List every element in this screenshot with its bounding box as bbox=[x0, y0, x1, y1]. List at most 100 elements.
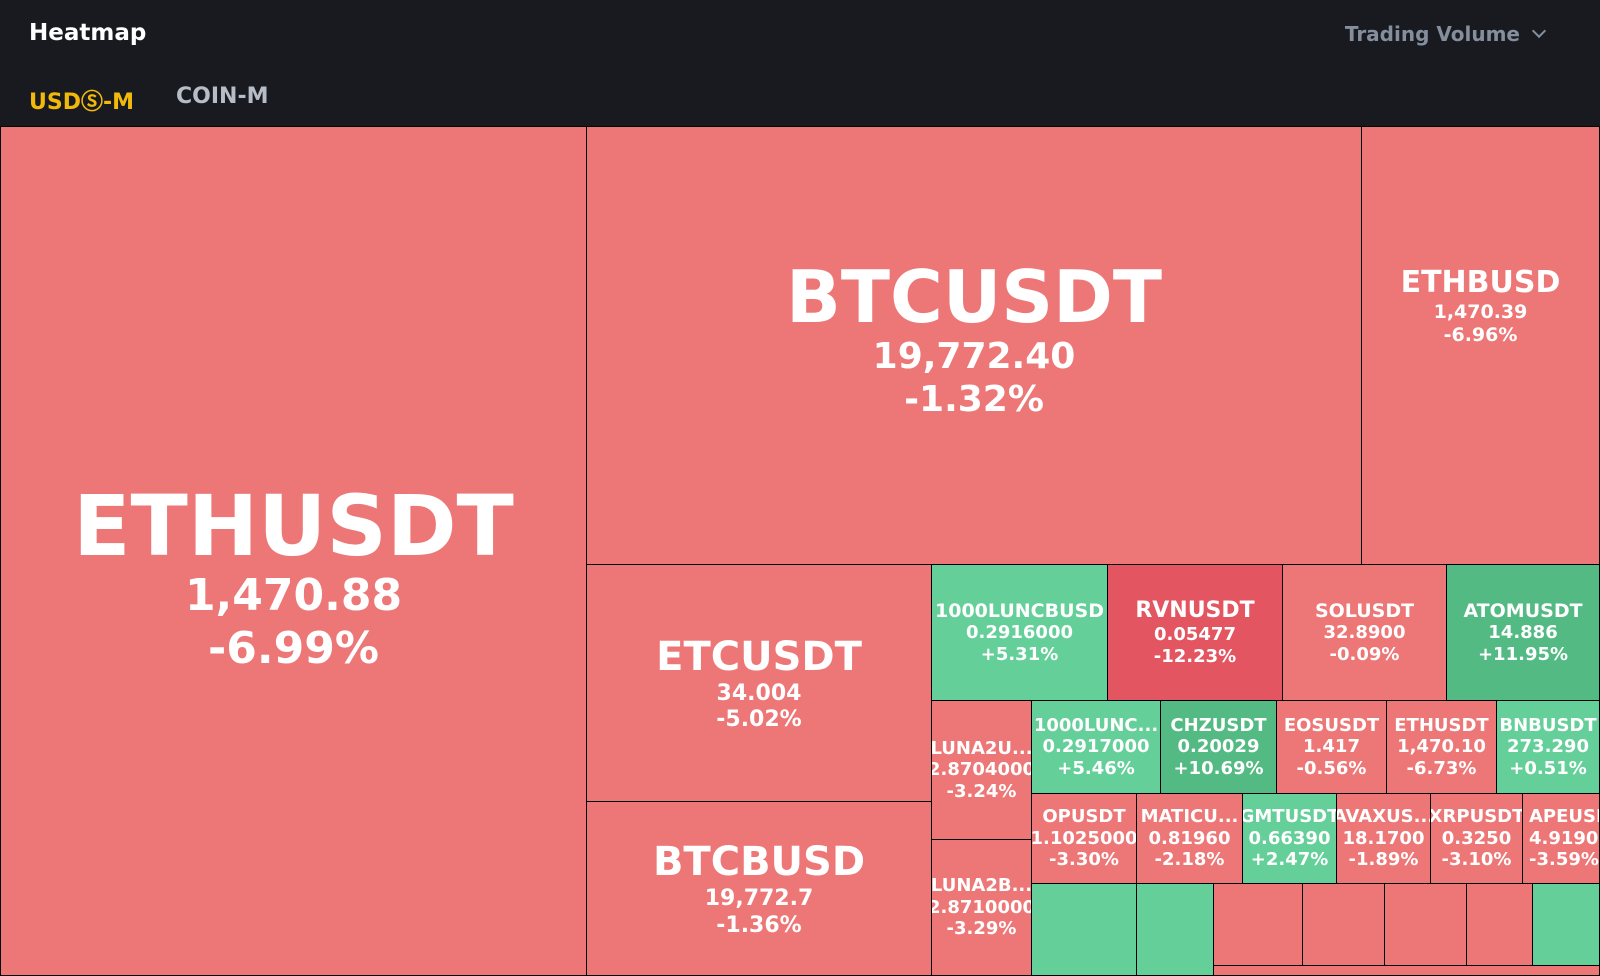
tile-price: 0.66390 bbox=[1248, 827, 1331, 849]
tile-price: 1,470.39 bbox=[1433, 300, 1528, 323]
tile-price: 4.9190 bbox=[1529, 827, 1599, 849]
tile-symbol: OPUSDT bbox=[1042, 806, 1126, 828]
tile-symbol: ATOMUSDT bbox=[1463, 599, 1583, 622]
tile-avaxusdt[interactable]: AVAXUS... 18.1700 -1.89% bbox=[1336, 793, 1431, 884]
tile-change: -2.18% bbox=[1154, 849, 1225, 871]
tile-symbol: CHZUSDT bbox=[1170, 714, 1267, 736]
tile-symbol: BNBUSDT bbox=[1499, 714, 1597, 736]
tile-change: -3.30% bbox=[1049, 849, 1119, 871]
tile-change: -6.96% bbox=[1443, 323, 1518, 346]
tile-gmtusdt[interactable]: GMTUSDT 0.66390 +2.47% bbox=[1242, 793, 1337, 884]
tab-usds-m[interactable]: USDⓈ-M bbox=[29, 90, 134, 115]
tile-price: 273.290 bbox=[1507, 736, 1589, 758]
tile-price: 19,772.40 bbox=[872, 336, 1076, 378]
tile-ethusdt[interactable]: ETHUSDT 1,470.88 -6.99% bbox=[0, 126, 587, 976]
tile-unlabeled[interactable] bbox=[1532, 883, 1600, 966]
tile-atomusdt[interactable]: ATOMUSDT 14.886 +11.95% bbox=[1446, 564, 1600, 701]
tile-change: -0.09% bbox=[1329, 643, 1400, 665]
page-title: Heatmap bbox=[29, 20, 147, 46]
tile-apeusdt[interactable]: APEUSDT 4.9190 -3.59% bbox=[1522, 793, 1600, 884]
tile-symbol: 1000LUNCBUSD bbox=[935, 599, 1104, 622]
heatmap-grid: ETHUSDT 1,470.88 -6.99% BTCUSDT 19,772.4… bbox=[0, 126, 1600, 976]
tile-price: 0.2916000 bbox=[965, 622, 1074, 644]
tile-symbol: RVNUSDT bbox=[1135, 597, 1255, 623]
tile-symbol: APEUSDT bbox=[1529, 806, 1599, 828]
tile-opusdt[interactable]: OPUSDT 1.1025000 -3.30% bbox=[1031, 793, 1137, 884]
tile-unlabeled[interactable] bbox=[1384, 883, 1467, 966]
tile-maticusdt[interactable]: MATICU... 0.81960 -2.18% bbox=[1136, 793, 1243, 884]
tile-unlabeled[interactable] bbox=[1302, 883, 1385, 966]
tile-price: 1.417 bbox=[1303, 736, 1360, 758]
tile-xrpusdt[interactable]: XRPUSDT 0.3250 -3.10% bbox=[1430, 793, 1523, 884]
tile-change: -1.36% bbox=[716, 912, 802, 938]
tile-price: 1,470.88 bbox=[184, 570, 403, 622]
tile-change: -3.29% bbox=[946, 918, 1017, 940]
tile-unlabeled[interactable] bbox=[1213, 883, 1303, 966]
tile-symbol: EOSUSDT bbox=[1283, 714, 1380, 736]
metric-dropdown-label: Trading Volume bbox=[1344, 22, 1520, 46]
tile-symbol: XRPUSDT bbox=[1430, 806, 1523, 828]
tile-luna2busd[interactable]: LUNA2B... 2.8710000 -3.29% bbox=[931, 839, 1032, 976]
tile-symbol: 1000LUNC... bbox=[1033, 714, 1159, 736]
tile-solusdt[interactable]: SOLUSDT 32.8900 -0.09% bbox=[1282, 564, 1447, 701]
tile-change: -3.10% bbox=[1441, 849, 1512, 871]
tile-price: 1.1025000 bbox=[1031, 827, 1137, 849]
tile-etcusdt[interactable]: ETCUSDT 34.004 -5.02% bbox=[586, 564, 932, 802]
tile-symbol: LUNA2U... bbox=[931, 737, 1032, 759]
tile-chzusdt[interactable]: CHZUSDT 0.20029 +10.69% bbox=[1160, 700, 1277, 794]
tile-change: +2.47% bbox=[1250, 849, 1329, 871]
tile-luna2usdt[interactable]: LUNA2U... 2.8704000 -3.24% bbox=[931, 700, 1032, 840]
tile-price: 2.8710000 bbox=[931, 896, 1032, 918]
tile-symbol: GMTUSDT bbox=[1242, 806, 1337, 828]
tile-price: 32.8900 bbox=[1323, 622, 1406, 644]
tile-change: -1.89% bbox=[1348, 849, 1419, 871]
tile-unlabeled[interactable] bbox=[1466, 883, 1533, 966]
tile-price: 14.886 bbox=[1488, 622, 1558, 644]
tile-change: +5.46% bbox=[1057, 757, 1135, 779]
tile-1000luncusdt[interactable]: 1000LUNC... 0.2917000 +5.46% bbox=[1031, 700, 1161, 794]
tile-change: +0.51% bbox=[1509, 757, 1587, 779]
tile-symbol: LUNA2B... bbox=[931, 875, 1032, 897]
tile-price: 0.05477 bbox=[1154, 624, 1236, 646]
tile-btcusdt[interactable]: BTCUSDT 19,772.40 -1.32% bbox=[586, 126, 1362, 565]
chevron-down-icon bbox=[1531, 23, 1547, 39]
tile-symbol: MATICU... bbox=[1140, 806, 1239, 828]
tile-unlabeled[interactable] bbox=[1136, 883, 1214, 976]
top-bar: Heatmap Trading Volume USDⓈ-M COIN-M bbox=[0, 0, 1600, 126]
tile-btcbusd[interactable]: BTCBUSD 19,772.7 -1.36% bbox=[586, 801, 932, 976]
tile-rvnusdt[interactable]: RVNUSDT 0.05477 -12.23% bbox=[1107, 564, 1283, 701]
tile-price: 34.004 bbox=[716, 680, 802, 706]
tile-change: -6.73% bbox=[1406, 757, 1477, 779]
tile-change: -12.23% bbox=[1153, 645, 1237, 667]
tile-bnbusdt[interactable]: BNBUSDT 273.290 +0.51% bbox=[1496, 700, 1600, 794]
tile-change: -3.59% bbox=[1529, 849, 1599, 871]
tile-price: 18.1700 bbox=[1342, 827, 1425, 849]
tile-symbol: BTCBUSD bbox=[652, 839, 866, 886]
tile-price: 0.20029 bbox=[1177, 736, 1260, 758]
tile-ethusdt-small[interactable]: ETHUSDT 1,470.10 -6.73% bbox=[1386, 700, 1497, 794]
tile-1000luncbusd[interactable]: 1000LUNCBUSD 0.2916000 +5.31% bbox=[931, 564, 1108, 701]
tile-change: -1.32% bbox=[904, 379, 1044, 421]
tile-symbol: ETHUSDT bbox=[1394, 714, 1489, 736]
tile-change: -0.56% bbox=[1296, 757, 1367, 779]
tab-coin-m[interactable]: COIN-M bbox=[176, 84, 269, 109]
tile-price: 19,772.7 bbox=[704, 886, 814, 912]
tile-price: 2.8704000 bbox=[931, 759, 1032, 781]
tile-change: -3.24% bbox=[946, 780, 1017, 802]
tile-price: 0.3250 bbox=[1441, 827, 1512, 849]
tile-ethbusd[interactable]: ETHBUSD 1,470.39 -6.96% bbox=[1361, 126, 1600, 565]
tile-change: +11.95% bbox=[1477, 643, 1569, 665]
tile-symbol: ETHBUSD bbox=[1400, 264, 1561, 300]
tile-symbol: SOLUSDT bbox=[1314, 599, 1415, 622]
metric-dropdown[interactable]: Trading Volume bbox=[1344, 22, 1547, 46]
tile-symbol: ETCUSDT bbox=[656, 633, 862, 680]
tile-change: +10.69% bbox=[1173, 757, 1264, 779]
tile-symbol: ETHUSDT bbox=[73, 477, 514, 576]
tile-change: -5.02% bbox=[716, 707, 802, 732]
tile-symbol: BTCUSDT bbox=[785, 254, 1163, 339]
tile-unlabeled[interactable] bbox=[1031, 883, 1137, 976]
tile-eosusdt[interactable]: EOSUSDT 1.417 -0.56% bbox=[1276, 700, 1387, 794]
tile-unlabeled[interactable] bbox=[1213, 965, 1600, 976]
tile-change: -6.99% bbox=[208, 623, 379, 675]
tile-price: 1,470.10 bbox=[1397, 736, 1486, 758]
